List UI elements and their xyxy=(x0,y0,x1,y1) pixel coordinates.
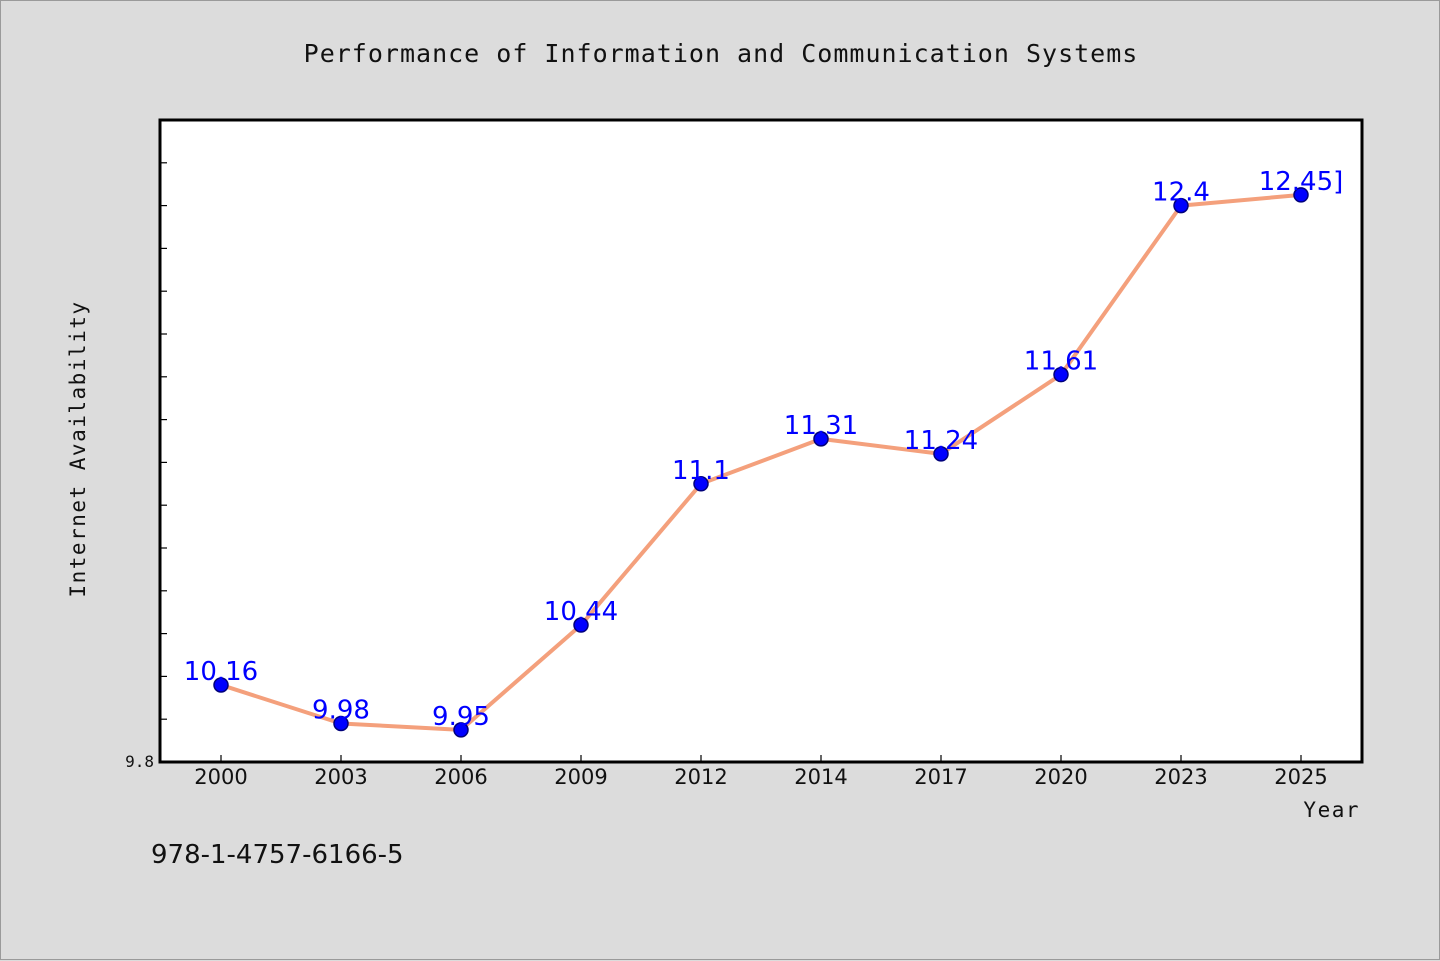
data-point-2025 xyxy=(1293,187,1309,203)
data-label-2020: 11.61 xyxy=(1024,347,1098,377)
x-axis-tick-labels: 2000 2003 2006 2009 2012 2014 2017 2020 2023 2025 xyxy=(194,765,1327,789)
data-point-2003 xyxy=(333,715,349,732)
x-tick-label-2000: 2000 xyxy=(194,765,247,789)
y-axis-label: Internet Availability xyxy=(66,300,90,597)
x-tick-label-2003: 2003 xyxy=(314,765,367,789)
data-point-2006 xyxy=(453,722,469,738)
data-label-2017: 11.24 xyxy=(904,426,978,456)
data-point-2000 xyxy=(213,677,229,693)
x-axis-ticks xyxy=(220,755,1302,762)
data-label-2012: 11.1 xyxy=(672,456,730,486)
data-label-2009: 10.44 xyxy=(544,597,618,627)
x-tick-label-2020: 2020 xyxy=(1034,765,1087,789)
data-label-2023: 12.4 xyxy=(1152,178,1210,208)
data-point-2009 xyxy=(573,617,589,633)
x-tick-label-2012: 2012 xyxy=(674,765,727,789)
y-axis-ticks xyxy=(160,162,167,763)
x-tick-label-2009: 2009 xyxy=(554,765,607,789)
data-label-2000: 10.16 xyxy=(184,657,258,687)
data-label-2006: 9.95 xyxy=(432,702,490,732)
data-label-2003: 9.98 xyxy=(312,695,370,725)
plot-area xyxy=(158,118,1364,764)
y-axis-min-label: 9.8 xyxy=(125,752,154,771)
data-label-2025: 12.45] xyxy=(1259,167,1344,197)
data-point-2017 xyxy=(933,446,949,462)
x-tick-label-2006: 2006 xyxy=(434,765,487,789)
data-point-2023 xyxy=(1173,197,1189,214)
x-tick-label-2025: 2025 xyxy=(1274,765,1327,789)
x-axis-label: Year xyxy=(1303,798,1360,822)
data-markers xyxy=(213,187,1309,738)
data-point-2014 xyxy=(813,431,829,447)
series-line xyxy=(219,192,1303,732)
chart-title: Performance of Information and Communica… xyxy=(304,39,1139,68)
data-labels: 10.16 9.98 9.95 10.44 11.1 11.31 11.24 11.61 12.… xyxy=(184,167,1344,732)
isbn-text: 978-1-4757-6166-5 xyxy=(151,840,404,870)
data-point-2020 xyxy=(1053,366,1069,383)
x-tick-label-2023: 2023 xyxy=(1154,765,1207,789)
x-tick-label-2017: 2017 xyxy=(914,765,967,789)
series-line-group xyxy=(219,192,1303,732)
x-tick-label-2014: 2014 xyxy=(794,765,847,789)
data-point-2012 xyxy=(693,476,709,492)
data-label-2014: 11.31 xyxy=(784,411,858,441)
